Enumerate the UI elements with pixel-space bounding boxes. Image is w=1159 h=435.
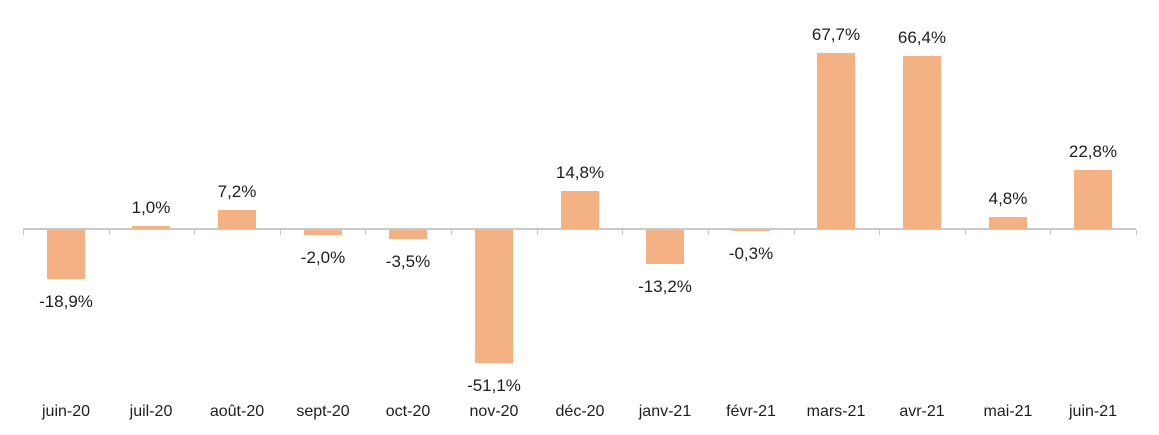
bar-févr-21	[732, 230, 770, 231]
value-label-févr-21: -0,3%	[728, 244, 774, 263]
x-axis-label-sept-20: sept-20	[296, 403, 350, 420]
value-label-mars-21: 67,7%	[811, 25, 861, 44]
x-axis-label-oct-20: oct-20	[385, 403, 431, 420]
x-axis-label-avr-21: avr-21	[899, 403, 945, 420]
bar-sept-20	[304, 230, 342, 235]
value-label-déc-20: 14,8%	[555, 163, 605, 182]
bar-oct-20	[389, 230, 427, 239]
x-axis-label-mai-21: mai-21	[983, 403, 1033, 420]
x-axis-tick	[280, 230, 281, 235]
x-axis-tick	[537, 230, 538, 235]
x-axis-tick	[794, 230, 795, 235]
x-axis-tick	[622, 230, 623, 235]
bar-janv-21	[646, 230, 684, 264]
bar-mai-21	[989, 217, 1027, 229]
bar-juin-20	[47, 230, 85, 279]
value-label-oct-20: -3,5%	[385, 252, 431, 271]
x-axis-label-août-20: août-20	[209, 403, 265, 420]
x-axis-tick	[23, 230, 24, 235]
bar-déc-20	[561, 191, 599, 229]
x-axis-tick	[708, 230, 709, 235]
bar-juil-20	[132, 226, 170, 229]
bar-juin-21	[1074, 170, 1112, 229]
value-label-juin-21: 22,8%	[1068, 142, 1118, 161]
value-label-juil-20: 1,0%	[131, 198, 171, 217]
value-label-août-20: 7,2%	[217, 182, 257, 201]
x-axis-label-janv-21: janv-21	[638, 403, 692, 420]
x-axis-label-juin-21: juin-21	[1068, 403, 1118, 420]
x-axis-tick	[194, 230, 195, 235]
value-label-avr-21: 66,4%	[897, 28, 947, 47]
x-axis-line	[23, 228, 1136, 230]
x-axis-label-mars-21: mars-21	[806, 403, 866, 420]
x-axis-label-juil-20: juil-20	[129, 403, 173, 420]
value-label-janv-21: -13,2%	[638, 277, 692, 296]
x-axis-tick	[879, 230, 880, 235]
value-label-sept-20: -2,0%	[300, 248, 346, 267]
value-label-juin-20: -18,9%	[39, 292, 93, 311]
x-axis-tick	[1050, 230, 1051, 235]
bar-nov-20	[475, 230, 513, 363]
x-axis-label-déc-20: déc-20	[555, 403, 605, 420]
x-axis-tick	[451, 230, 452, 235]
bar-avr-21	[903, 56, 941, 229]
bar-mars-21	[817, 53, 855, 229]
x-axis-label-juin-20: juin-20	[41, 403, 91, 420]
bar-août-20	[218, 210, 256, 229]
x-axis-label-nov-20: nov-20	[469, 403, 519, 420]
value-label-nov-20: -51,1%	[467, 376, 521, 395]
x-axis-tick	[109, 230, 110, 235]
x-axis-tick	[965, 230, 966, 235]
value-label-mai-21: 4,8%	[988, 189, 1028, 208]
x-axis-tick	[365, 230, 366, 235]
x-axis-tick	[1136, 230, 1137, 235]
x-axis-label-févr-21: févr-21	[726, 403, 776, 420]
